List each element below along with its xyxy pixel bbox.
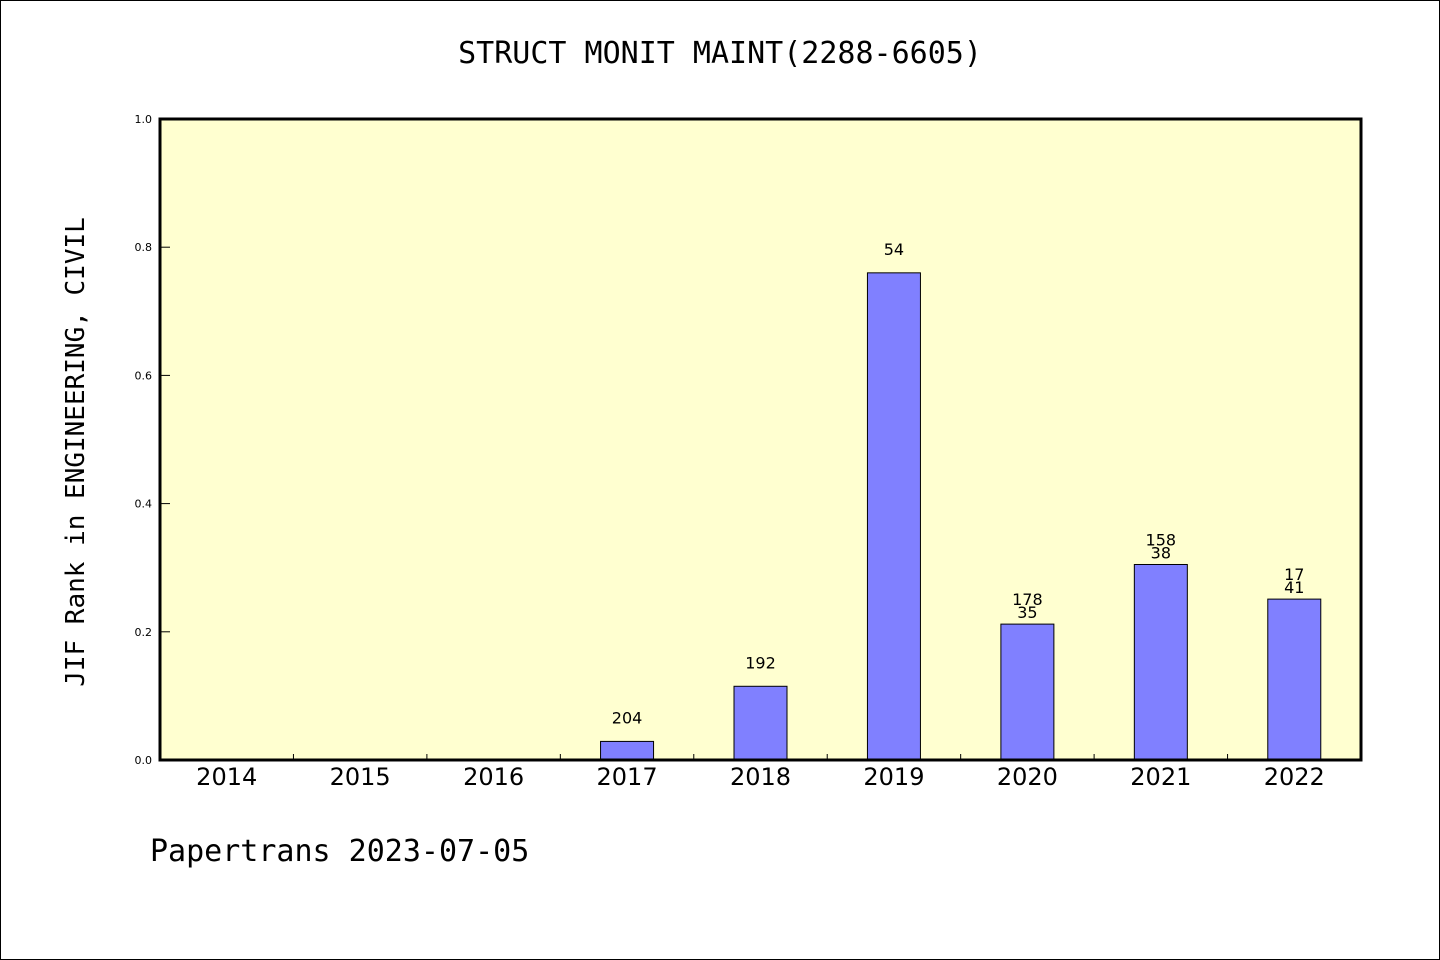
chart-title: STRUCT MONIT MAINT(2288-6605) xyxy=(458,36,982,71)
y-tick-label: 0.0 xyxy=(135,754,153,767)
bar xyxy=(1000,623,1055,761)
x-tick-label: 2018 xyxy=(730,763,791,791)
bar xyxy=(1133,563,1188,761)
bar-data-label: 54 xyxy=(884,240,904,259)
x-tick-label: 2017 xyxy=(597,763,658,791)
bar-data-label: 38 xyxy=(1151,543,1171,562)
bar-data-label: 192 xyxy=(745,653,776,672)
bar-data-label: 41 xyxy=(1284,578,1304,597)
bar xyxy=(600,740,655,761)
y-tick-label: 0.6 xyxy=(135,369,153,382)
x-tick-label: 2022 xyxy=(1264,763,1325,791)
x-tick-label: 2020 xyxy=(997,763,1058,791)
bar xyxy=(733,685,788,761)
bar-data-label: 158 xyxy=(1146,530,1177,549)
x-tick-label: 2019 xyxy=(863,763,924,791)
y-tick-label: 1.0 xyxy=(135,113,153,126)
bar-data-label: 204 xyxy=(612,708,643,727)
x-tick-label: 2015 xyxy=(330,763,391,791)
y-tick-label: 0.8 xyxy=(135,241,153,254)
x-tick-label: 2016 xyxy=(463,763,524,791)
footer-credit: Papertrans 2023-07-05 xyxy=(150,834,530,869)
y-tick-label: 0.4 xyxy=(135,498,153,511)
bar xyxy=(1267,598,1322,761)
bar xyxy=(866,272,921,761)
y-tick-label: 0.2 xyxy=(135,626,153,639)
bar-data-label: 178 xyxy=(1012,590,1043,609)
x-tick-label: 2021 xyxy=(1130,763,1191,791)
x-tick-label: 2014 xyxy=(196,763,257,791)
bar-data-label: 35 xyxy=(1017,603,1037,622)
plot-border xyxy=(158,117,1363,762)
bar-data-label: 17 xyxy=(1284,565,1304,584)
